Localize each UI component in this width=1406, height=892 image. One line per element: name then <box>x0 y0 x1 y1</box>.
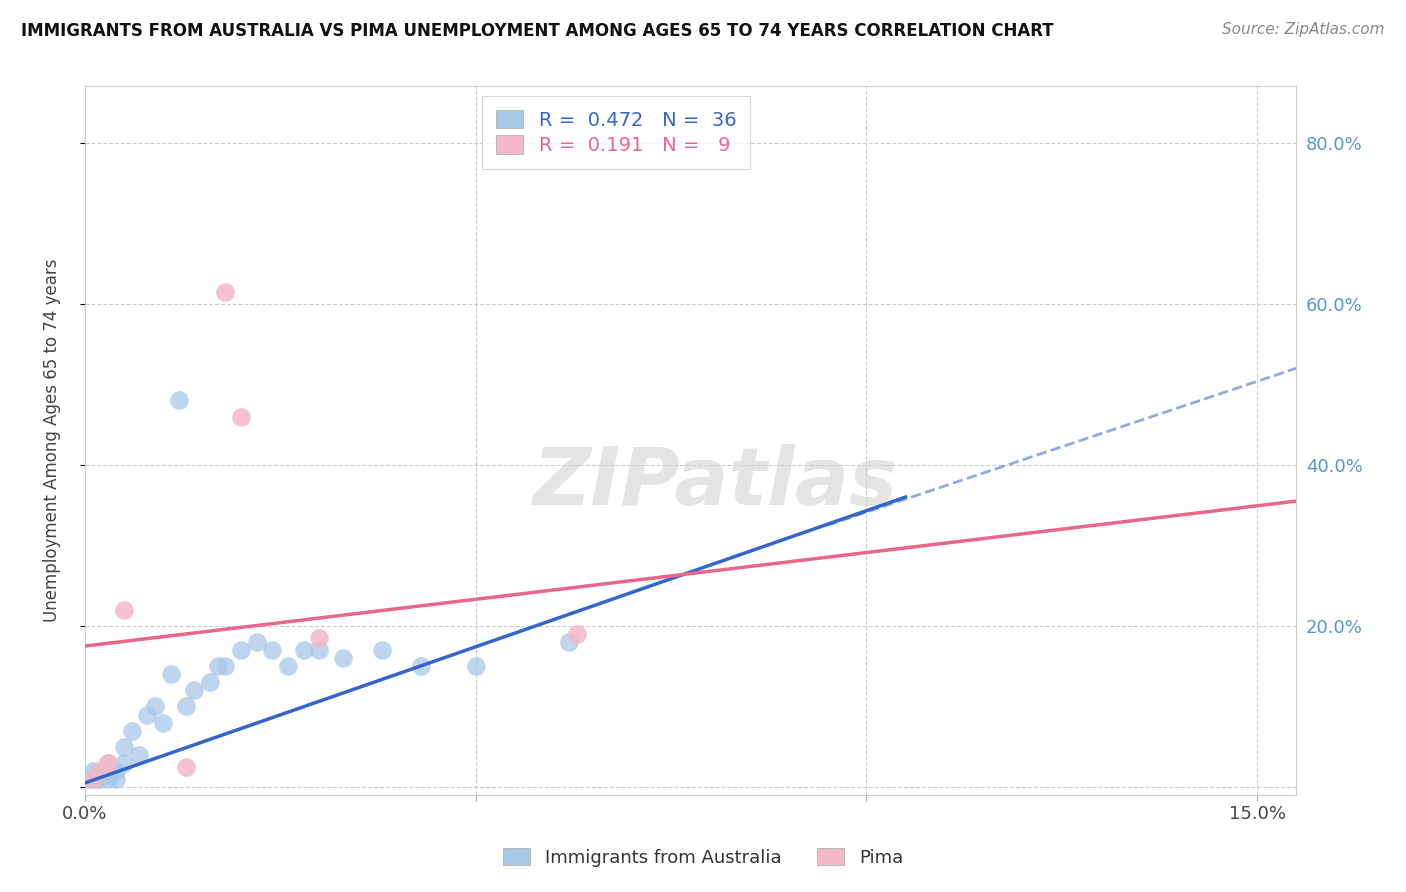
Point <box>112 756 135 770</box>
Point <box>97 756 120 770</box>
Point <box>214 285 236 299</box>
Point <box>308 631 330 645</box>
Point <box>89 764 111 778</box>
Point <box>82 764 104 778</box>
Point <box>105 772 128 786</box>
Point <box>82 772 104 786</box>
Point <box>159 667 181 681</box>
Point <box>229 643 252 657</box>
Point <box>176 760 198 774</box>
Point <box>176 699 198 714</box>
Point <box>198 675 221 690</box>
Point <box>277 659 299 673</box>
Point <box>332 651 354 665</box>
Point <box>143 699 166 714</box>
Point <box>77 772 100 786</box>
Point <box>112 739 135 754</box>
Point <box>105 764 128 778</box>
Point <box>121 723 143 738</box>
Point <box>93 764 115 778</box>
Point <box>97 756 120 770</box>
Point <box>409 659 432 673</box>
Point <box>152 715 174 730</box>
Point <box>371 643 394 657</box>
Point <box>464 659 486 673</box>
Point <box>97 772 120 786</box>
Point <box>167 393 190 408</box>
Point <box>89 772 111 786</box>
Point <box>207 659 229 673</box>
Point <box>567 627 589 641</box>
Point <box>214 659 236 673</box>
Point <box>136 707 159 722</box>
Point <box>89 764 111 778</box>
Legend: R =  0.472   N =  36, R =  0.191   N =   9: R = 0.472 N = 36, R = 0.191 N = 9 <box>482 96 749 169</box>
Point <box>262 643 284 657</box>
Point <box>183 683 205 698</box>
Point <box>128 747 150 762</box>
Point <box>308 643 330 657</box>
Text: Source: ZipAtlas.com: Source: ZipAtlas.com <box>1222 22 1385 37</box>
Point <box>229 409 252 424</box>
Point <box>292 643 315 657</box>
Y-axis label: Unemployment Among Ages 65 to 74 years: Unemployment Among Ages 65 to 74 years <box>44 259 60 623</box>
Point <box>86 772 108 786</box>
Point <box>112 603 135 617</box>
Point <box>558 635 581 649</box>
Point <box>82 772 104 786</box>
Text: ZIPatlas: ZIPatlas <box>533 444 897 522</box>
Point <box>246 635 269 649</box>
Text: IMMIGRANTS FROM AUSTRALIA VS PIMA UNEMPLOYMENT AMONG AGES 65 TO 74 YEARS CORRELA: IMMIGRANTS FROM AUSTRALIA VS PIMA UNEMPL… <box>21 22 1053 40</box>
Legend: Immigrants from Australia, Pima: Immigrants from Australia, Pima <box>496 841 910 874</box>
